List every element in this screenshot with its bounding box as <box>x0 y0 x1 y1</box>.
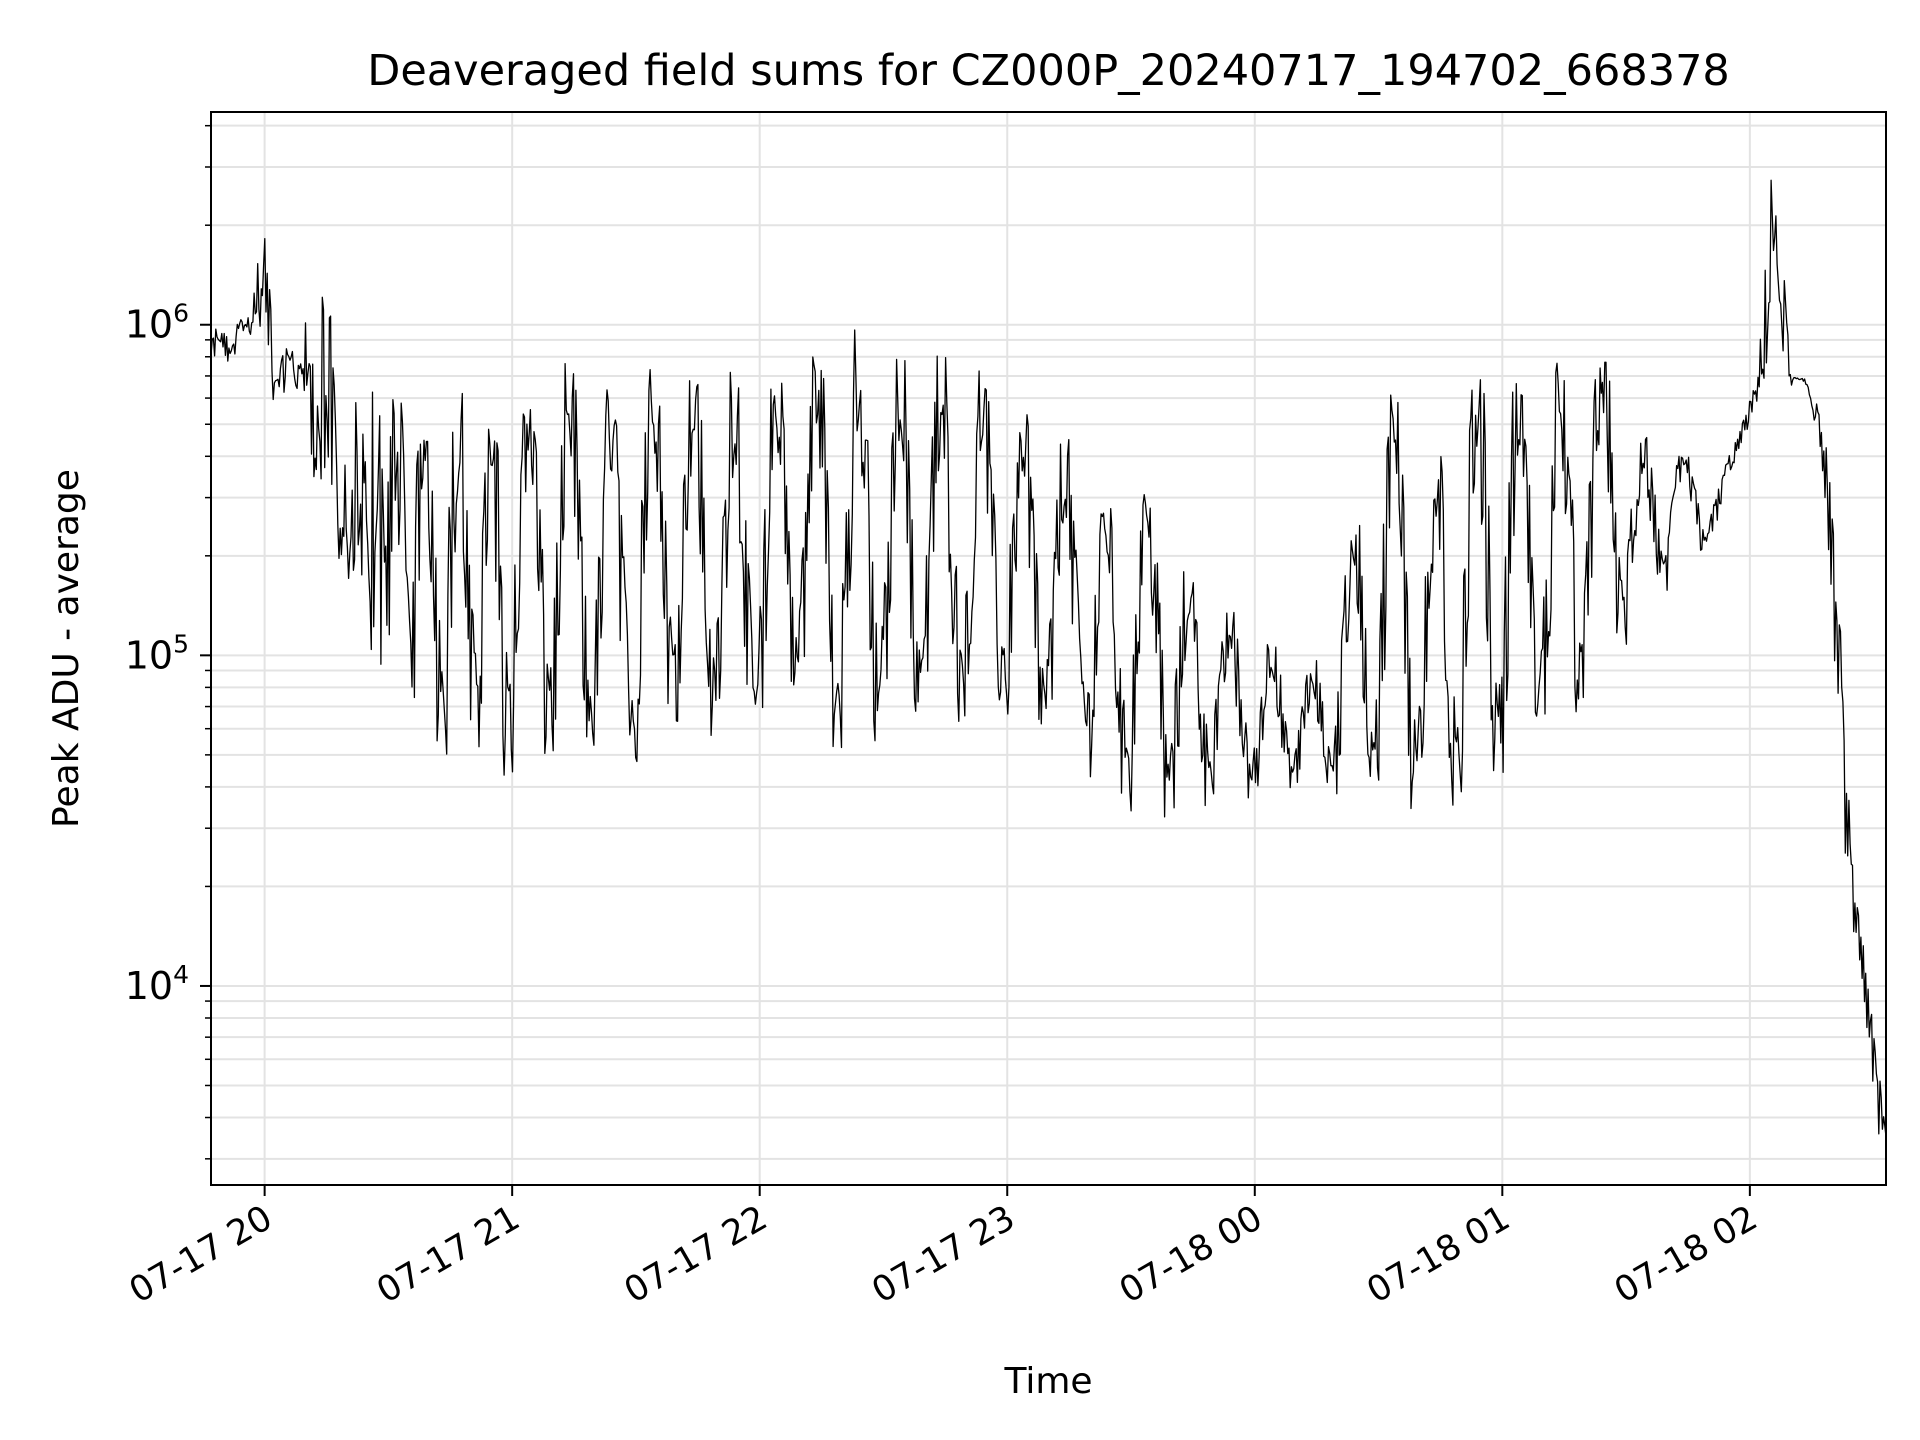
y-axis-label: Peak ADU - average <box>46 469 87 828</box>
y-tick-label: 106 <box>125 299 189 347</box>
x-axis-label: Time <box>1003 1361 1092 1402</box>
axis-ticks: 104 105 106 07-17 20 07-17 21 07-17 22 07-17 2… <box>123 124 1764 1311</box>
x-tick-label: 07-17 23 <box>865 1198 1021 1311</box>
x-tick-label: 07-17 21 <box>370 1198 526 1311</box>
plot-frame <box>210 111 1887 1186</box>
x-tick-label: 07-18 02 <box>1608 1198 1764 1311</box>
series-line <box>210 179 1887 1137</box>
x-tick-label: 07-17 22 <box>618 1198 774 1311</box>
x-tick-label: 07-17 20 <box>123 1198 279 1311</box>
y-tick-label: 104 <box>125 960 189 1008</box>
grid <box>211 112 1886 1185</box>
data-trace <box>210 179 1887 1137</box>
chart-title: Deaveraged field sums for CZ000P_2024071… <box>367 46 1730 96</box>
x-tick-label: 07-18 00 <box>1113 1198 1269 1311</box>
y-tick-label: 105 <box>125 629 189 677</box>
x-tick-label: 07-18 01 <box>1361 1198 1517 1311</box>
